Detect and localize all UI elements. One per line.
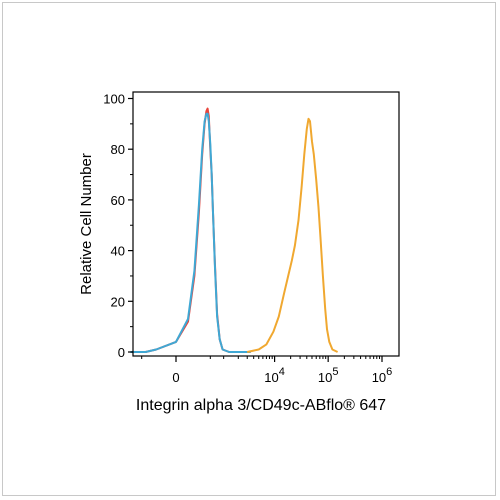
x-tick-label: 105	[318, 366, 339, 385]
x-axis-title: Integrin alpha 3/CD49c-ABflo® 647	[136, 397, 386, 414]
y-tick-label: 60	[111, 193, 125, 208]
y-axis: 0 20 40 60 80 100	[103, 92, 133, 361]
histogram-series-1	[131, 109, 251, 352]
y-tick-label: 80	[111, 142, 125, 157]
y-tick-label: 0	[118, 345, 125, 360]
y-tick-label: 40	[111, 244, 125, 259]
plot-area	[131, 109, 338, 352]
x-tick-label: 106	[372, 366, 393, 385]
x-axis: 0 104 105 106	[142, 356, 393, 385]
y-axis-title: Relative Cell Number	[78, 153, 95, 295]
y-tick-label: 20	[111, 294, 125, 309]
x-tick-label: 104	[264, 366, 285, 385]
y-tick-label: 100	[103, 92, 125, 107]
plot-border	[133, 92, 399, 356]
histogram-series-2	[131, 114, 251, 352]
x-tick-label: 0	[172, 370, 179, 385]
histogram-series-3	[247, 119, 337, 352]
